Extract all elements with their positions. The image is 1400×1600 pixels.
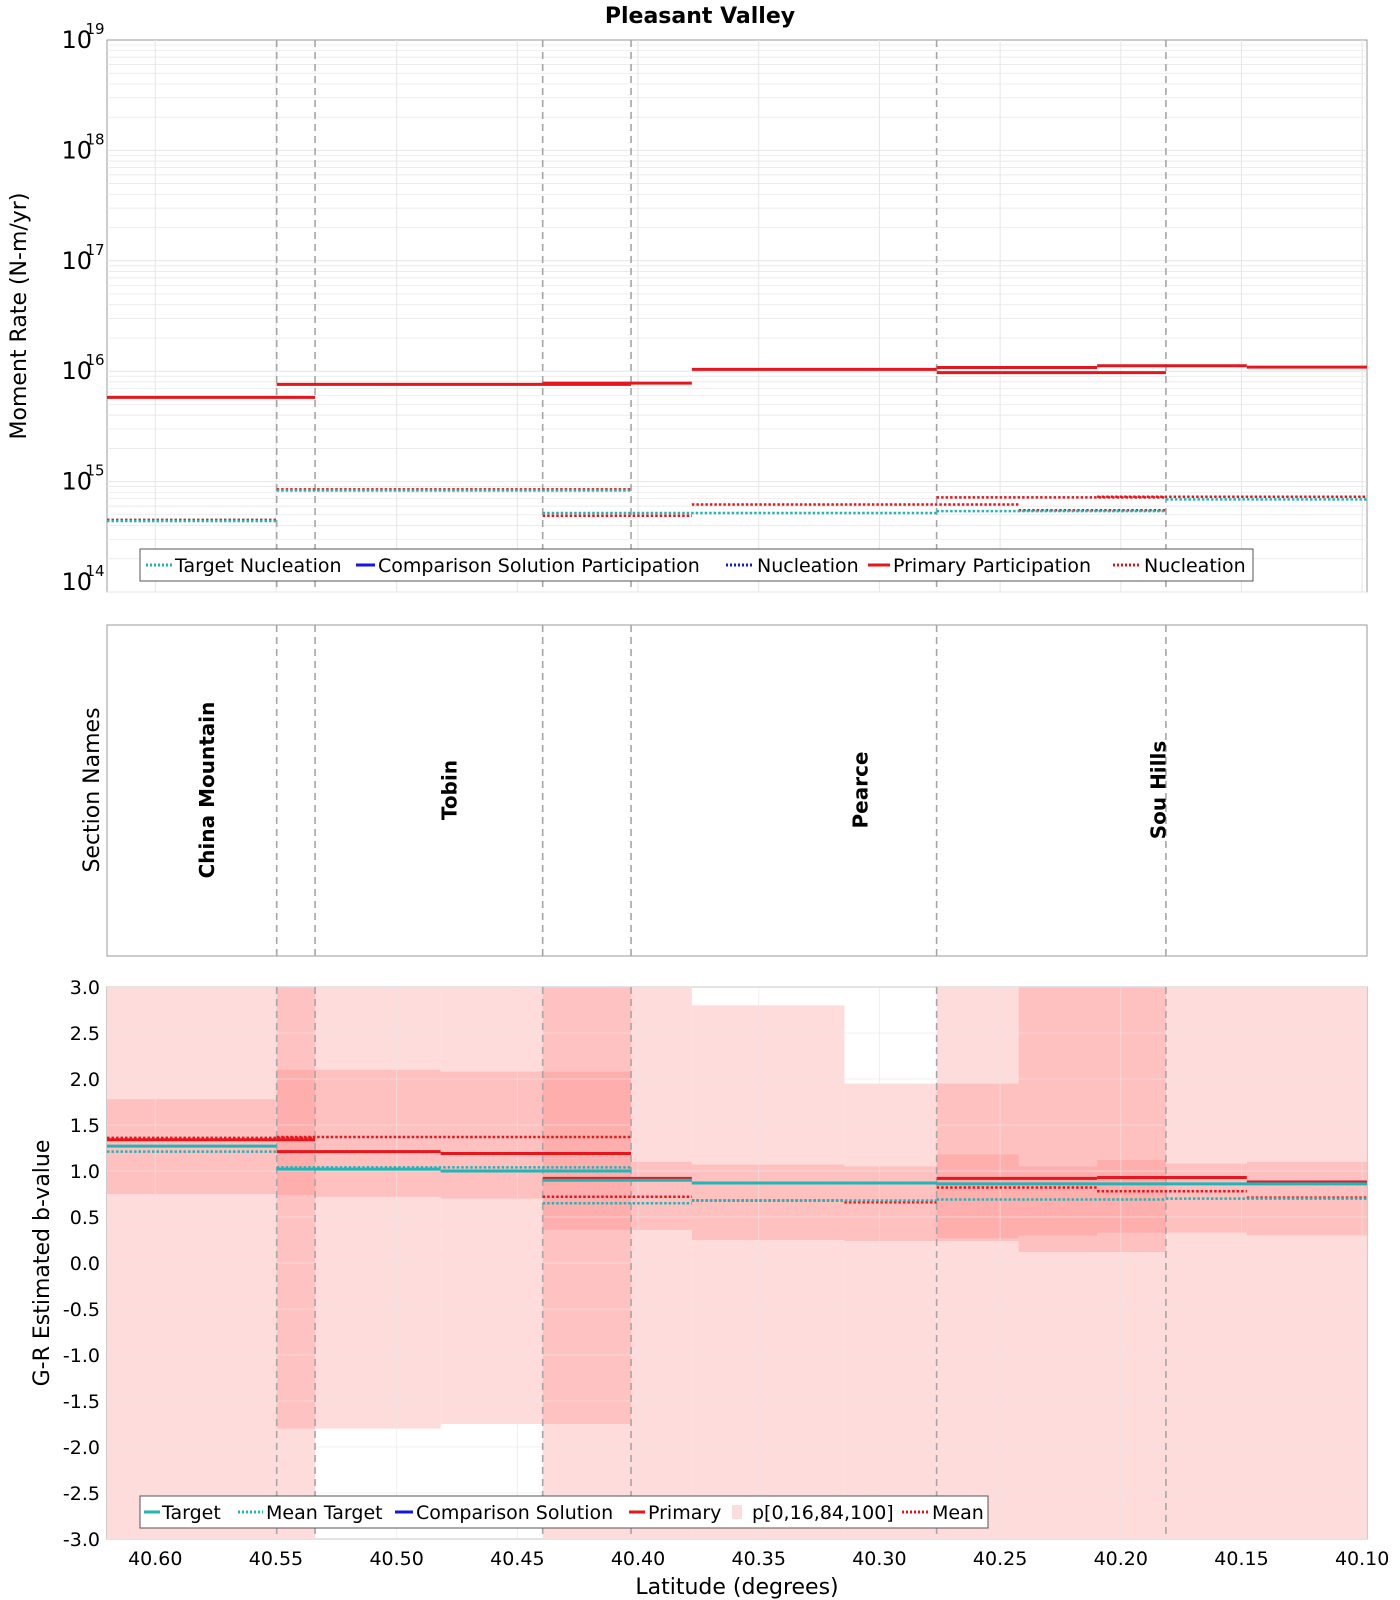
legend-label-target-nucleation: Target Nucleation	[174, 555, 342, 577]
x-axis-label: Latitude (degrees)	[635, 1575, 838, 1600]
b-value-y-tick-label: 0.5	[70, 1207, 100, 1229]
b-value-y-tick-label: -1.5	[63, 1391, 100, 1413]
legend-label-percentiles: p[0,16,84,100]	[752, 1502, 894, 1524]
section-name-label: Tobin	[437, 760, 461, 820]
moment-rate-y-tick-base: 10	[61, 247, 92, 275]
b-value-y-tick-label: -0.5	[63, 1299, 100, 1321]
x-tick-label: 40.45	[490, 1548, 544, 1570]
b-value-y-label: G-R Estimated b-value	[30, 1140, 55, 1387]
b-value-band-overlap	[276, 987, 316, 1429]
moment-rate-y-tick-exponent: 17	[85, 241, 104, 259]
b-value-y-tick-label: 0.0	[70, 1253, 100, 1275]
moment-rate-y-tick-exponent: 16	[85, 351, 104, 369]
b-value-y-tick-label: 3.0	[70, 977, 100, 999]
b-value-y-ticks: 3.0 2.5 2.0 1.5 1.0 0.5 0.0 -0.5 -1.0 -1.5 -2.0 -2.…	[63, 977, 100, 1551]
section-names-plot-area	[106, 624, 1368, 957]
section-name-label: China Mountain	[195, 702, 219, 879]
moment-rate-y-tick-base: 10	[61, 468, 92, 496]
moment-rate-y-tick-exponent: 14	[85, 562, 104, 580]
moment-rate-y-tick-base: 10	[61, 26, 92, 54]
b-value-band-inner	[936, 1083, 1019, 1241]
moment-rate-series	[107, 364, 1367, 523]
b-value-band-inner	[1018, 987, 1098, 1252]
x-axis-ticks: 40.60 40.55 40.50 40.45 40.40 40.35 40.30 40.25…	[128, 1548, 1389, 1570]
moment-rate-legend: Target Nucleation Comparison Solution Pa…	[139, 548, 1254, 582]
b-value-band-overlap	[1018, 1166, 1098, 1236]
x-tick-label: 40.55	[249, 1548, 303, 1570]
b-value-y-tick-label: 2.0	[70, 1069, 100, 1091]
moment-rate-legend-box	[139, 548, 1254, 582]
b-value-band-outer	[440, 987, 543, 1424]
section-names-panel: China Mountain Tobin Pearce Sou Hills Secti…	[80, 624, 1368, 957]
legend-label-comparison-solution: Comparison Solution	[416, 1502, 613, 1524]
b-value-section-boundaries	[275, 987, 1167, 1539]
b-value-grid	[107, 986, 1367, 1540]
x-tick-label: 40.60	[128, 1548, 182, 1570]
b-value-band-outer	[315, 987, 441, 1429]
moment-rate-y-label: Moment Rate (N-m/yr)	[7, 193, 32, 440]
b-value-band-outer	[844, 1083, 937, 1539]
b-value-y-tick-label: 1.0	[70, 1161, 100, 1183]
section-names-y-label: Section Names	[80, 707, 105, 872]
b-value-band-inner	[1097, 987, 1166, 1252]
legend-label-comparison-participation: Comparison Solution Participation	[378, 555, 700, 577]
moment-rate-y-tick-exponent: 15	[85, 462, 104, 480]
b-value-band-inner	[276, 1069, 316, 1195]
b-value-band-outer	[691, 1005, 845, 1539]
b-value-y-tick-label: -3.0	[63, 1529, 100, 1551]
x-tick-label: 40.35	[732, 1548, 786, 1570]
legend-label-comparison-nucleation: Nucleation	[757, 555, 859, 577]
legend-swatch-percentiles	[732, 1505, 742, 1519]
b-value-y-tick-label: 1.5	[70, 1115, 100, 1137]
b-value-band-inner	[315, 1069, 441, 1197]
x-tick-label: 40.30	[852, 1548, 906, 1570]
x-tick-label: 40.50	[369, 1548, 423, 1570]
b-value-legend: Target Mean Target Comparison Solution P…	[139, 1495, 989, 1529]
moment-rate-y-tick-base: 10	[61, 568, 92, 596]
moment-rate-y-tick-base: 10	[61, 136, 92, 164]
moment-rate-y-tick-base: 10	[61, 357, 92, 385]
b-value-panel: 3.0 2.5 2.0 1.5 1.0 0.5 0.0 -0.5 -1.0 -1.5 -2.0 -2.…	[30, 977, 1368, 1551]
legend-label-primary-nucleation: Nucleation	[1144, 555, 1246, 577]
b-value-legend-box	[139, 1495, 989, 1529]
b-value-y-tick-label: 2.5	[70, 1023, 100, 1045]
b-value-band-inner	[844, 1166, 937, 1241]
section-name-label: Sou Hills	[1146, 741, 1170, 840]
moment-rate-plot-area	[106, 39, 1368, 593]
b-value-band-inner	[691, 1164, 845, 1240]
legend-label-mean: Mean	[932, 1502, 984, 1524]
legend-label-mean-target: Mean Target	[266, 1502, 383, 1524]
b-value-y-tick-label: -2.5	[63, 1483, 100, 1505]
b-value-band-overlap	[542, 987, 632, 1424]
moment-rate-y-tick-exponent: 19	[85, 20, 104, 38]
legend-label-primary: Primary	[648, 1502, 721, 1524]
chart-title: Pleasant Valley	[605, 4, 795, 29]
b-value-y-tick-label: -1.0	[63, 1345, 100, 1367]
b-value-series	[107, 1135, 1367, 1205]
x-tick-label: 40.10	[1335, 1548, 1389, 1570]
legend-label-target: Target	[161, 1502, 221, 1524]
b-value-band-inner	[440, 1071, 543, 1199]
b-value-y-tick-label: -2.0	[63, 1437, 100, 1459]
section-name-labels: China Mountain Tobin Pearce Sou Hills	[195, 702, 1170, 879]
moment-rate-grid	[107, 40, 1367, 593]
x-tick-label: 40.25	[973, 1548, 1027, 1570]
b-value-band-overlap	[936, 1154, 1019, 1239]
x-tick-label: 40.40	[611, 1548, 665, 1570]
moment-rate-y-tick-exponent: 18	[85, 130, 104, 148]
x-tick-label: 40.15	[1214, 1548, 1268, 1570]
section-name-label: Pearce	[848, 751, 872, 828]
x-tick-label: 40.20	[1094, 1548, 1148, 1570]
legend-label-primary-participation: Primary Participation	[893, 555, 1091, 577]
b-value-band-overlap	[1097, 1159, 1166, 1233]
b-value-band-inner	[1165, 1163, 1247, 1233]
